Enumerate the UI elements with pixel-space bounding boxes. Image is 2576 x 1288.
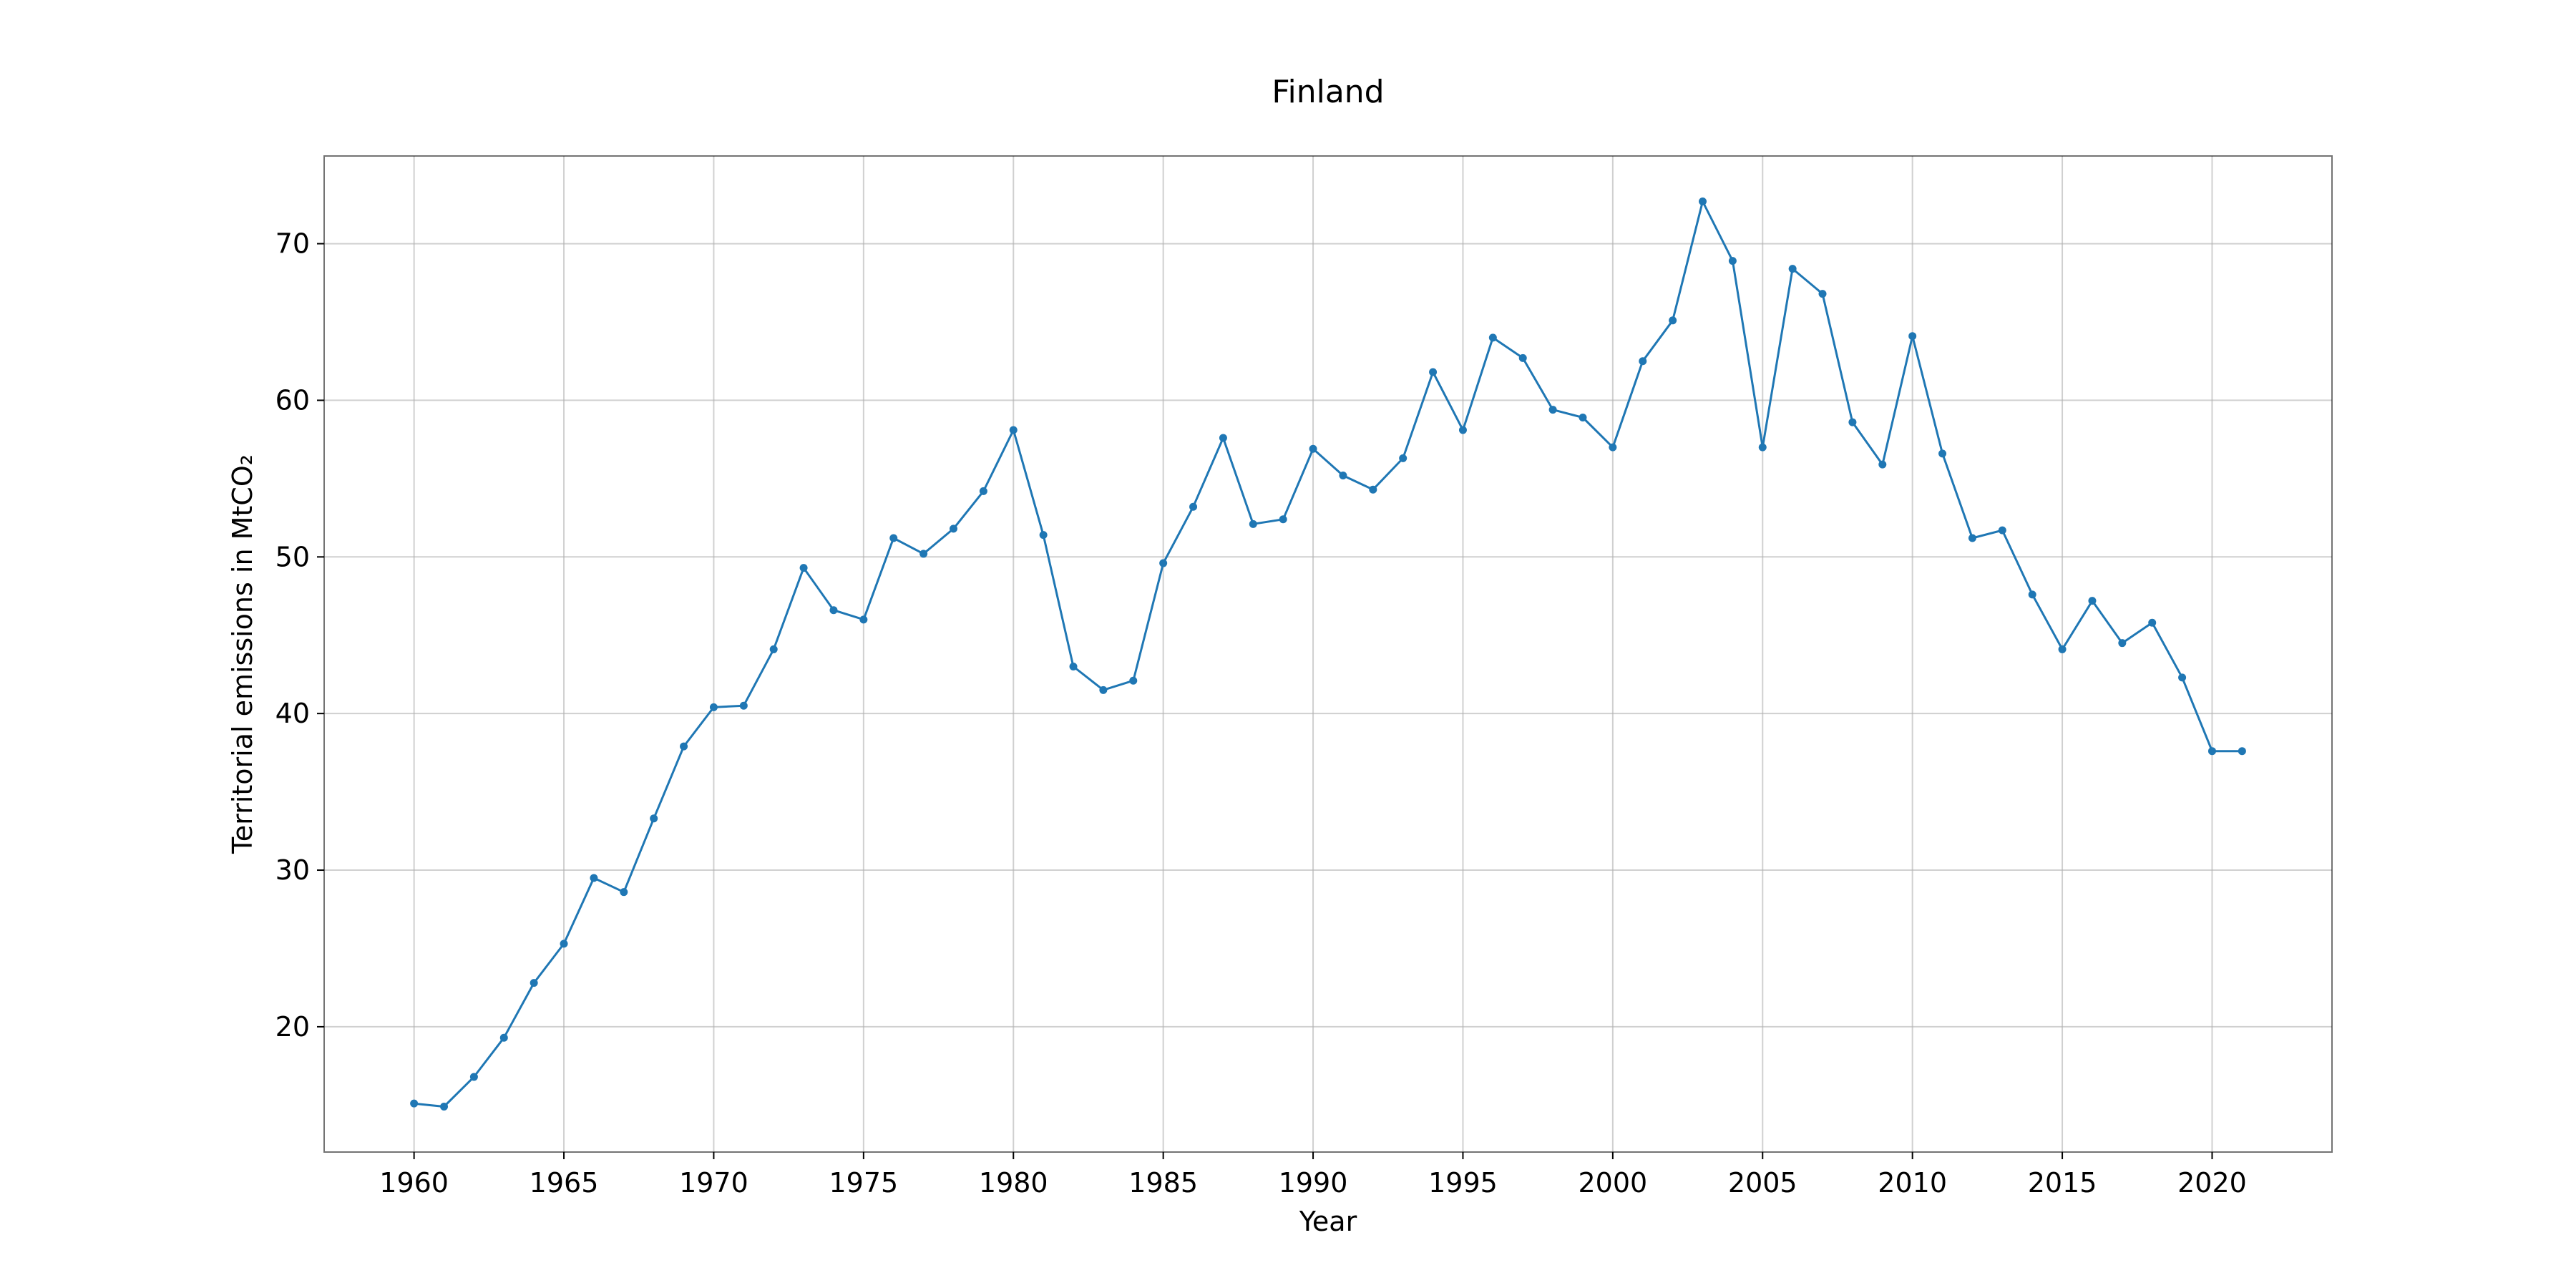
data-point	[590, 874, 598, 882]
data-point	[1848, 418, 1857, 426]
data-point	[1788, 265, 1797, 273]
data-point	[440, 1103, 449, 1111]
data-point	[859, 615, 868, 624]
data-point	[1279, 515, 1287, 524]
data-point	[2088, 597, 2097, 605]
data-point	[1159, 559, 1168, 567]
plot-frame	[323, 155, 2333, 1153]
data-point	[829, 606, 838, 615]
data-point	[2178, 673, 2187, 682]
chart-title: Finland	[1272, 74, 1384, 110]
data-point	[1938, 449, 1947, 458]
y-tick-label: 60	[275, 384, 310, 416]
data-point	[2238, 747, 2246, 756]
x-tick-label: 2015	[2028, 1167, 2097, 1199]
y-tick-label: 30	[275, 854, 310, 886]
x-tick-label: 1965	[530, 1167, 599, 1199]
data-point	[620, 888, 628, 897]
data-point	[1458, 426, 1467, 434]
x-axis-label: Year	[1299, 1206, 1357, 1237]
y-axis-label: Territorial emissions in MtCO₂	[227, 454, 258, 854]
data-point	[1429, 368, 1438, 376]
data-point	[1878, 460, 1887, 469]
data-series	[410, 197, 2246, 1111]
data-point	[769, 645, 778, 653]
data-point	[1968, 534, 1976, 542]
data-point	[1609, 443, 1617, 452]
data-point	[2207, 747, 2216, 756]
x-tick-label: 2010	[1878, 1167, 1947, 1199]
x-tick-label: 1995	[1428, 1167, 1498, 1199]
data-point	[2058, 645, 2067, 653]
data-point	[1039, 531, 1048, 540]
data-point	[1129, 676, 1138, 685]
data-point	[2148, 618, 2157, 627]
data-point	[1488, 333, 1497, 342]
y-tick-label: 20	[275, 1011, 310, 1043]
data-point	[1369, 485, 1377, 494]
data-point	[1069, 663, 1078, 671]
data-point	[499, 1033, 508, 1042]
data-point	[1998, 526, 2006, 535]
data-point	[530, 979, 538, 987]
data-point	[1518, 353, 1527, 362]
x-tick-label: 1970	[679, 1167, 748, 1199]
data-point	[1099, 686, 1108, 694]
data-point	[1219, 434, 1227, 442]
x-tick-label: 2000	[1579, 1167, 1648, 1199]
data-point	[1579, 414, 1587, 422]
data-point	[650, 814, 658, 823]
data-point	[1818, 290, 1827, 298]
y-tick-label: 70	[275, 228, 310, 260]
y-tick-label: 50	[275, 541, 310, 572]
data-point	[2028, 590, 2036, 599]
data-point	[1009, 426, 1018, 434]
x-tick-label: 2005	[1728, 1167, 1797, 1199]
data-point	[739, 701, 748, 710]
data-point	[709, 703, 718, 711]
grid	[324, 156, 2332, 1152]
data-point	[560, 940, 568, 948]
data-point	[1339, 471, 1347, 479]
data-point	[680, 742, 688, 751]
data-point	[949, 525, 957, 533]
data-point	[1669, 316, 1677, 325]
x-tick-label: 2020	[2177, 1167, 2247, 1199]
data-point	[1249, 519, 1257, 528]
axis-ticks: 1960 1965 1970 1975 1980 1985 1990 1995 2000 2005…	[275, 228, 2247, 1199]
y-tick-label: 40	[275, 698, 310, 729]
x-tick-label: 1980	[979, 1167, 1048, 1199]
data-point	[889, 534, 898, 542]
data-point	[1189, 502, 1198, 511]
data-point	[1728, 257, 1737, 265]
data-point	[1399, 454, 1407, 462]
data-point	[1908, 332, 1917, 341]
data-point	[1309, 444, 1317, 453]
data-point	[1758, 443, 1767, 452]
data-point	[410, 1099, 419, 1108]
series-line	[414, 200, 2243, 1108]
data-point	[1548, 406, 1557, 414]
x-tick-label: 1960	[379, 1167, 449, 1199]
data-point	[1639, 357, 1647, 366]
data-point	[1699, 197, 1707, 205]
data-point	[2118, 639, 2127, 648]
x-tick-label: 1975	[829, 1167, 898, 1199]
data-point	[919, 550, 928, 558]
x-tick-label: 1985	[1128, 1167, 1198, 1199]
x-tick-label: 1990	[1279, 1167, 1348, 1199]
data-point	[469, 1073, 478, 1081]
data-point	[799, 564, 808, 572]
data-point	[979, 487, 987, 495]
